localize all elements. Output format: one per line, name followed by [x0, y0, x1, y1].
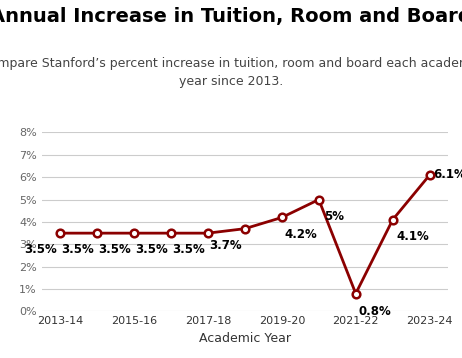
Text: 3.5%: 3.5% [135, 243, 168, 256]
Text: 3.5%: 3.5% [61, 243, 94, 256]
X-axis label: Academic Year: Academic Year [199, 332, 291, 345]
Text: 3.5%: 3.5% [24, 243, 57, 256]
Text: 6.1%: 6.1% [433, 168, 462, 181]
Text: 5%: 5% [324, 210, 344, 223]
Text: 4.1%: 4.1% [396, 230, 429, 243]
Text: 4.2%: 4.2% [285, 228, 317, 241]
Text: 3.5%: 3.5% [98, 243, 131, 256]
Text: 3.7%: 3.7% [209, 239, 242, 252]
Text: Compare Stanford’s percent increase in tuition, room and board each academic
yea: Compare Stanford’s percent increase in t… [0, 57, 462, 88]
Text: Annual Increase in Tuition, Room and Board: Annual Increase in Tuition, Room and Boa… [0, 7, 462, 26]
Text: 3.5%: 3.5% [172, 243, 205, 256]
Text: 0.8%: 0.8% [359, 305, 391, 318]
